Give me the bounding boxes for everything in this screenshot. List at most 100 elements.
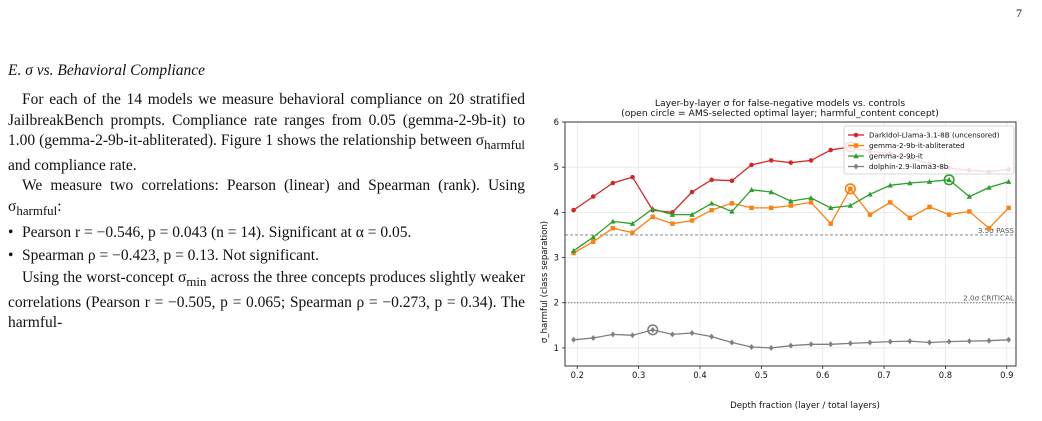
paragraph-correlations: We measure two correlations: Pearson (li… xyxy=(8,177,525,218)
data-point xyxy=(571,336,576,343)
legend-entry: gemma-2-9b-it-abliterated xyxy=(869,141,965,150)
data-point xyxy=(669,211,676,217)
threshold-label: 3.5σ PASS xyxy=(978,226,1015,235)
data-point xyxy=(630,230,635,235)
plot-frame xyxy=(564,121,1017,367)
data-point xyxy=(946,212,952,217)
sigma-line-chart: Layer-by-layer σ for false-negative mode… xyxy=(540,98,1017,411)
paragraph-worst-concept: Using the worst-concept σmin across the … xyxy=(8,269,525,332)
chart-title: Layer-by-layer σ for false-negative mode… xyxy=(655,98,906,109)
data-point xyxy=(788,342,794,349)
x-tick-label: 0.2 xyxy=(571,370,584,380)
data-point xyxy=(946,338,952,345)
data-point xyxy=(907,180,913,186)
x-tick-label: 0.3 xyxy=(632,370,645,380)
data-point xyxy=(926,178,933,184)
data-point xyxy=(1006,336,1012,343)
data-point xyxy=(768,158,774,163)
y-tick-label: 3 xyxy=(554,253,559,263)
data-point xyxy=(847,202,854,208)
data-point xyxy=(788,160,794,165)
data-point xyxy=(729,201,735,206)
data-point xyxy=(689,330,695,337)
x-tick-label: 0.6 xyxy=(816,370,829,380)
data-point xyxy=(946,177,952,183)
data-point xyxy=(848,186,853,192)
data-point xyxy=(610,331,616,338)
data-point xyxy=(729,178,735,184)
data-point xyxy=(788,203,794,208)
data-point xyxy=(629,220,636,226)
bullet-pearson: Pearson r = −0.546, p = 0.043 (n = 14). … xyxy=(8,223,525,244)
data-point xyxy=(768,205,774,211)
section-body: E. σ vs. Behavioral Compliance For each … xyxy=(8,62,525,334)
series-gemma-2-9b-it xyxy=(570,174,1012,253)
figure-chart: Layer-by-layer σ for false-negative mode… xyxy=(532,96,1037,416)
data-point xyxy=(853,132,859,138)
data-point xyxy=(867,339,873,346)
data-point xyxy=(650,205,656,211)
x-tick-label: 0.8 xyxy=(939,370,952,380)
optimal-layer-marker xyxy=(647,324,659,336)
y-axis-label: σ_harmful (class separation) xyxy=(540,221,550,343)
data-point xyxy=(709,207,714,213)
data-point xyxy=(986,184,992,190)
data-point xyxy=(887,182,893,188)
data-point xyxy=(828,147,833,153)
data-point xyxy=(788,198,794,204)
data-point xyxy=(689,189,695,195)
bullet-spearman: Spearman ρ = −0.423, p = 0.13. Not signi… xyxy=(8,246,525,267)
data-point xyxy=(847,340,853,347)
data-point xyxy=(768,189,774,195)
data-point xyxy=(768,344,774,351)
data-point xyxy=(689,218,695,223)
data-point xyxy=(827,205,834,211)
data-point xyxy=(650,326,656,333)
y-tick-label: 1 xyxy=(554,343,559,353)
data-point xyxy=(808,158,814,163)
data-point xyxy=(709,177,714,183)
y-tick-label: 2 xyxy=(554,298,559,308)
data-point xyxy=(571,207,576,213)
data-point xyxy=(986,225,992,231)
data-point xyxy=(907,215,913,220)
legend-entry: dolphin-2.9-llama3-8b xyxy=(869,162,949,171)
data-point xyxy=(828,341,834,348)
data-point xyxy=(729,208,735,214)
data-point xyxy=(749,162,754,168)
data-point xyxy=(650,214,655,220)
data-point xyxy=(907,338,913,345)
data-point xyxy=(966,193,973,199)
data-point xyxy=(927,339,932,346)
chart-subtitle: (open circle = AMS-selected optimal laye… xyxy=(621,108,939,119)
data-point xyxy=(749,344,754,351)
x-tick-label: 0.7 xyxy=(877,370,890,380)
data-point xyxy=(853,163,859,170)
data-point xyxy=(590,334,596,341)
data-point xyxy=(808,200,814,205)
optimal-layer-marker xyxy=(943,174,955,186)
data-point xyxy=(590,194,596,199)
y-tick-label: 6 xyxy=(554,117,559,127)
data-point xyxy=(808,195,814,201)
x-axis-label: Depth fraction (layer / total layers) xyxy=(730,401,880,411)
data-point xyxy=(630,174,635,180)
x-tick-label: 0.9 xyxy=(1000,370,1013,380)
data-point xyxy=(571,250,576,256)
data-point xyxy=(669,331,675,338)
page-number: 7 xyxy=(1016,6,1022,20)
section-heading: E. σ vs. Behavioral Compliance xyxy=(8,62,206,79)
data-point xyxy=(729,339,735,346)
data-point xyxy=(887,338,893,345)
x-tick-label: 0.5 xyxy=(755,370,768,380)
data-point xyxy=(590,234,596,240)
y-tick-label: 5 xyxy=(554,162,559,172)
data-point xyxy=(867,212,873,217)
data-point xyxy=(670,221,675,226)
data-point xyxy=(867,191,873,197)
legend-entry: gemma-2-9b-it xyxy=(869,152,923,161)
threshold-label: 2.0σ CRITICAL xyxy=(963,294,1014,303)
data-point xyxy=(986,337,992,344)
optimal-layer-marker xyxy=(844,183,856,195)
data-point xyxy=(630,332,635,339)
